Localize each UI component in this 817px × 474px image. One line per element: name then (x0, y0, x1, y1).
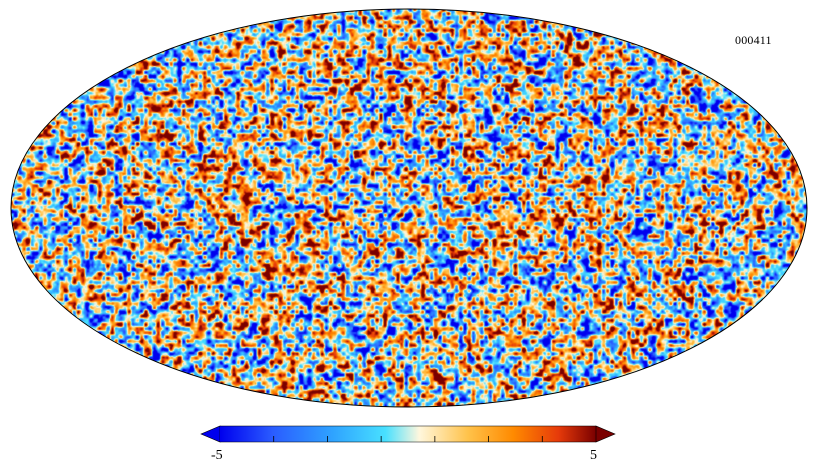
map-identifier: 000411 (735, 33, 772, 47)
colorbar-border (220, 425, 596, 443)
colorbar-upper-arrow (595, 425, 616, 443)
colorbar-gradient (220, 426, 596, 442)
map-outline (10, 8, 808, 408)
colorbar-ticks (273, 436, 543, 442)
colorbar-min-label: -5 (211, 448, 223, 463)
colorbar-max-label: 5 (590, 448, 597, 463)
colorbar (200, 425, 616, 443)
temperature-fluctuation-field (11, 9, 807, 407)
colorbar-lower-arrow (200, 425, 221, 443)
mollweide-map (10, 8, 808, 408)
